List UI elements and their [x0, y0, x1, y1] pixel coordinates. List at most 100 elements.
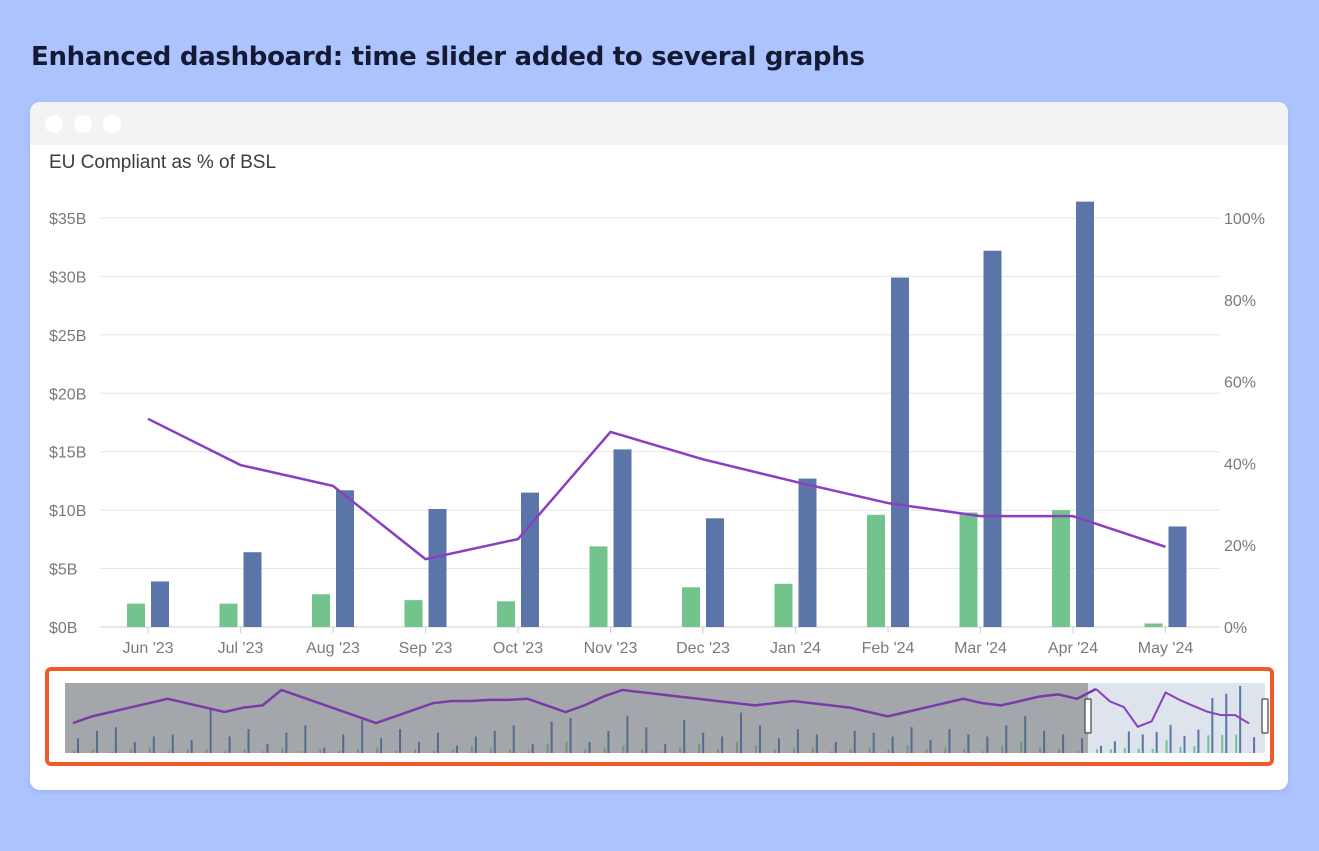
navigator-bar-green [414, 749, 416, 753]
navigator-bar-green [698, 743, 701, 753]
navigator-bar-green [830, 751, 833, 753]
bar-eu-compliant [1144, 623, 1163, 627]
navigator-bar-blue [1197, 729, 1200, 753]
bar-bsl [336, 490, 354, 627]
navigator-bar-green [811, 747, 814, 753]
chart-svg: $0B $5B $10B $15B $20B $25B $30B $35B 0% 20% 40% 60… [49, 201, 1269, 753]
navigator-bar-green [129, 749, 132, 753]
navigator-bar-green [1058, 749, 1061, 753]
navigator-bar-blue [1183, 735, 1186, 753]
navigator-bar-blue [209, 708, 212, 753]
bar-eu-compliant [867, 514, 885, 627]
navigator-bar-green [1179, 746, 1182, 753]
navigator-bar-blue [1211, 697, 1214, 753]
navigator-bar-green [527, 751, 530, 753]
navigator-bar-blue [323, 747, 326, 753]
navigator-bar-blue [531, 743, 534, 753]
bar-bsl [983, 250, 1002, 627]
navigator-line-history [72, 687, 1097, 725]
navigator-bar-green [224, 751, 227, 753]
navigator-bar-blue [342, 734, 345, 753]
navigator-bar-blue [910, 727, 913, 753]
navigator-bar-green [773, 749, 776, 753]
navigator-bar-blue [872, 732, 875, 753]
y-left-tick-label: $35B [49, 211, 86, 228]
navigator-bar-green [736, 741, 739, 753]
x-tick-label: Oct '23 [493, 640, 543, 657]
navigator-bar-blue [550, 721, 553, 753]
navigator-bar-green [451, 749, 454, 753]
x-tick-label: Jan '24 [770, 640, 821, 657]
bar-eu-compliant [1052, 510, 1070, 627]
navigator-bar-green [717, 749, 720, 753]
x-tick-label: Jun '23 [122, 640, 173, 657]
navigator-bar-green [1207, 735, 1210, 753]
navigator-bar-green [167, 751, 170, 753]
navigator-bar-green [205, 749, 208, 753]
navigator-bar-green [1151, 748, 1154, 753]
navigator-line-selected [1095, 688, 1250, 728]
navigator-bar-blue [1127, 731, 1130, 753]
y-right-tick-label: 40% [1224, 456, 1256, 473]
y-right-tick-label: 60% [1224, 375, 1256, 392]
x-tick-label: Nov '23 [584, 640, 638, 657]
navigator-bar-green [1193, 746, 1196, 753]
window-dot-3 [103, 115, 121, 133]
navigator-bar-green [319, 749, 322, 753]
navigator-bar-green [565, 741, 568, 753]
bar-eu-compliant [589, 546, 608, 627]
x-tick-label: Jul '23 [218, 640, 264, 657]
bar-eu-compliant [219, 603, 238, 627]
navigator-bar-blue [626, 716, 629, 753]
navigator-handle-right[interactable] [1261, 698, 1269, 734]
navigator-bar-green [1165, 740, 1168, 753]
navigator-bar-green [679, 747, 682, 753]
navigator-bar-green [110, 751, 113, 753]
y-left-tick-label: $0B [49, 620, 77, 637]
navigator-bar-blue [1239, 686, 1242, 753]
navigator-bar-blue [77, 738, 79, 753]
navigator-bar-green [944, 747, 947, 753]
navigator-bar-green [243, 749, 246, 753]
navigator-bar-blue [986, 736, 989, 753]
navigator-bar-blue [1141, 734, 1144, 753]
time-slider-highlight [45, 667, 1274, 766]
navigator-bar-green [641, 749, 644, 753]
bar-eu-compliant [404, 600, 423, 627]
bar-bsl [706, 518, 724, 627]
y-right-tick-label: 20% [1224, 538, 1256, 555]
navigator-bar-green [1039, 747, 1042, 753]
navigator-bar-blue [436, 732, 439, 753]
navigator-unselected-region [65, 683, 1088, 753]
navigator-bar-blue [266, 743, 269, 753]
navigator-bar-green [868, 747, 871, 753]
y-left-tick-label: $25B [49, 328, 86, 345]
navigator-bar-blue [1043, 730, 1046, 753]
navigator-bar-blue [967, 734, 970, 753]
navigator-bar-blue [702, 732, 705, 753]
navigator-handle-left[interactable] [1084, 698, 1092, 734]
navigator-bar-green [281, 747, 284, 753]
navigator-bar-green [584, 749, 587, 753]
bar-bsl [613, 449, 632, 627]
navigator-bar-blue [114, 727, 117, 753]
navigator-bar-blue [455, 745, 458, 753]
y-right-tick-label: 100% [1224, 211, 1265, 228]
line-eu-compliant-pct [147, 417, 1166, 561]
navigator-bar-blue [190, 740, 193, 753]
navigator-bar-blue [664, 743, 667, 753]
navigator-bar-blue [683, 719, 686, 753]
navigator-bar-green [1235, 734, 1238, 753]
navigator-bar-blue [777, 738, 780, 753]
bar-bsl [1168, 526, 1187, 627]
navigator-bar-green [887, 749, 890, 753]
x-tick-label: May '24 [1138, 640, 1194, 657]
navigator-bar-blue [721, 736, 724, 753]
window-titlebar [30, 102, 1288, 145]
navigator-bar-green [1109, 749, 1112, 753]
bar-eu-compliant [959, 512, 978, 627]
navigator-bar-blue [815, 734, 818, 753]
navigator-bar-blue [304, 725, 307, 753]
navigator-bar-green [660, 751, 663, 753]
navigator-bar-green [755, 745, 757, 753]
